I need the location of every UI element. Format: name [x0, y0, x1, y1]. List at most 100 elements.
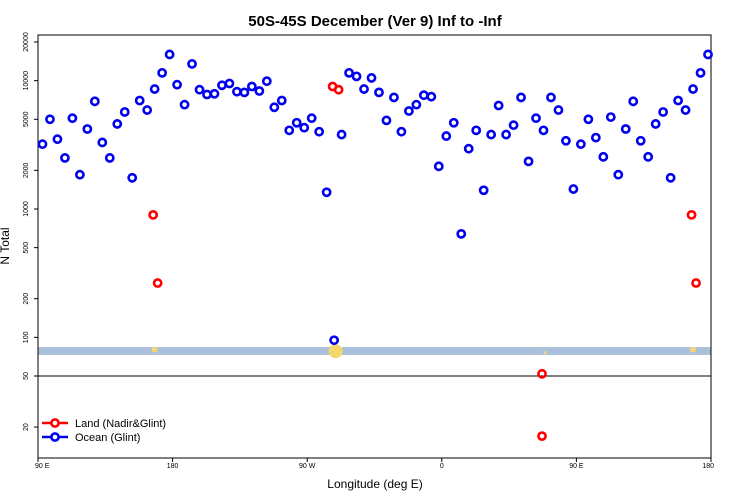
data-point — [232, 86, 242, 97]
points-layer — [37, 49, 713, 442]
data-point — [314, 126, 325, 137]
y-tick-label: 50 — [23, 372, 30, 380]
data-point — [359, 84, 369, 94]
data-point — [157, 67, 168, 78]
data-point — [209, 88, 220, 99]
data-point — [516, 92, 526, 103]
y-axis-label: N Total — [0, 227, 12, 264]
y-tick-label: 5000 — [23, 111, 30, 127]
data-point — [665, 172, 676, 183]
data-point — [643, 151, 654, 162]
data-point — [89, 96, 100, 107]
x-tick-label: 180 — [167, 463, 179, 470]
data-point — [351, 71, 362, 82]
data-point — [321, 187, 332, 198]
data-point — [463, 143, 474, 154]
highlight-band — [38, 347, 711, 355]
data-point — [448, 117, 459, 128]
plot-area — [37, 34, 712, 459]
data-point — [45, 114, 55, 125]
data-point — [381, 115, 392, 126]
data-point — [508, 120, 519, 131]
data-point — [650, 119, 661, 129]
data-point — [374, 87, 384, 98]
data-point — [471, 125, 482, 136]
data-point — [82, 124, 93, 134]
data-point — [537, 368, 547, 379]
data-point — [673, 95, 683, 106]
data-point — [605, 112, 616, 122]
y-tick-label: 10000 — [23, 71, 30, 91]
data-point — [336, 129, 347, 140]
data-point — [613, 169, 624, 180]
data-point — [74, 169, 85, 180]
data-point — [306, 113, 317, 124]
data-point — [441, 131, 452, 141]
data-point — [179, 99, 190, 110]
marker-speck — [690, 346, 697, 353]
data-point — [590, 132, 601, 143]
data-point — [164, 49, 175, 60]
data-point — [217, 80, 227, 91]
data-point — [112, 119, 123, 129]
data-point — [202, 89, 212, 100]
data-point — [635, 135, 646, 146]
data-point — [37, 139, 48, 150]
data-point — [148, 209, 159, 220]
marker-speck — [151, 346, 158, 353]
marker-layer — [151, 344, 697, 359]
data-point — [583, 114, 594, 125]
data-point — [686, 209, 697, 220]
y-tick-label: 2000 — [23, 162, 30, 178]
data-point — [299, 122, 310, 133]
data-point — [538, 125, 549, 136]
data-point — [134, 95, 145, 106]
data-point — [104, 153, 115, 163]
marker-speck — [543, 351, 547, 355]
data-point — [433, 161, 444, 172]
data-point — [568, 184, 579, 194]
data-point — [695, 67, 706, 78]
data-point — [688, 84, 698, 94]
data-point — [344, 67, 354, 78]
data-point — [553, 105, 564, 115]
series-land-nadir-glint- — [148, 81, 701, 442]
data-point — [333, 84, 344, 95]
data-point — [276, 95, 287, 106]
data-point — [291, 117, 302, 128]
data-point — [691, 278, 701, 288]
data-point — [426, 91, 437, 102]
data-point — [60, 153, 70, 163]
data-point — [97, 137, 108, 148]
y-tick-label: 200 — [23, 293, 30, 305]
data-point — [254, 86, 265, 96]
x-axis-label: Longitude (deg E) — [327, 477, 422, 491]
data-point — [67, 113, 78, 124]
series-ocean-glint- — [37, 49, 713, 346]
y-tick-label: 100 — [23, 331, 30, 343]
data-point — [411, 99, 422, 110]
data-point — [486, 129, 497, 140]
data-point — [418, 90, 429, 101]
x-tick-label: 90 W — [299, 463, 316, 470]
data-point — [523, 156, 534, 167]
data-point — [246, 81, 257, 92]
data-point — [119, 107, 130, 117]
data-point — [628, 96, 639, 107]
data-point — [52, 134, 63, 145]
data-point — [269, 102, 280, 113]
data-point — [456, 228, 467, 239]
y-tick-label: 20 — [23, 423, 30, 431]
data-point — [620, 124, 631, 134]
data-point — [261, 76, 272, 87]
data-point — [172, 79, 182, 90]
data-point — [366, 73, 377, 83]
data-point — [194, 84, 205, 95]
data-point — [127, 172, 138, 183]
data-point — [224, 78, 235, 89]
plot-border — [37, 34, 712, 459]
y-tick-label: 20000 — [23, 32, 30, 52]
data-point — [403, 106, 414, 116]
legend-marker — [50, 432, 60, 442]
data-point — [284, 125, 295, 136]
